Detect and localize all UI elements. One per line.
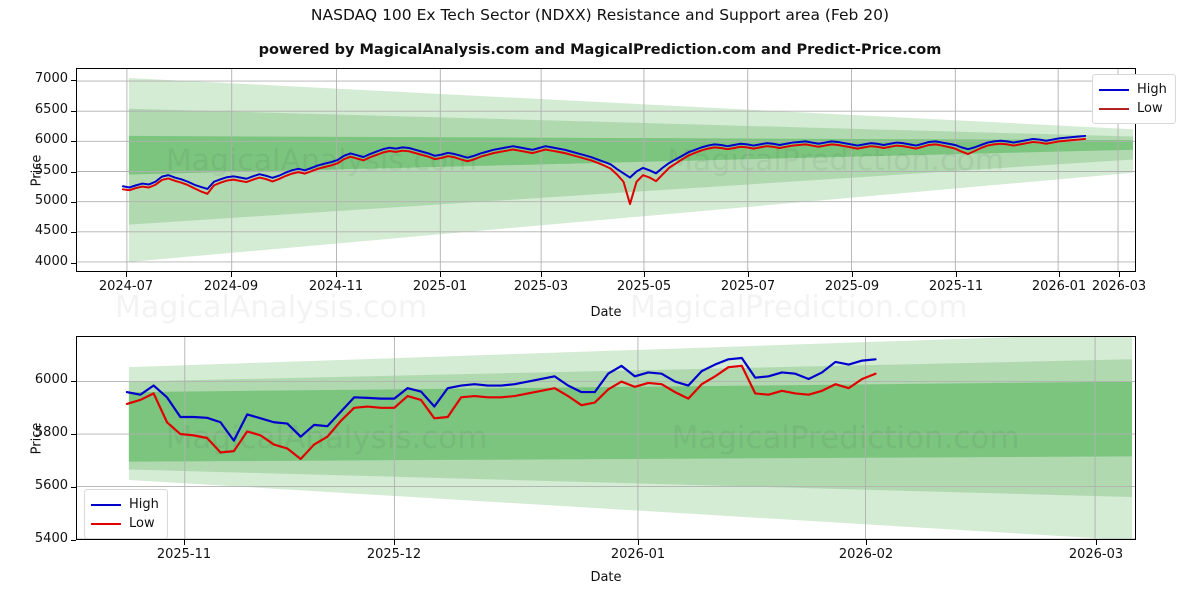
x-tick-mark xyxy=(440,272,441,277)
y-tick-label: 5500 xyxy=(34,162,68,178)
x-tick-label: 2025-01 xyxy=(412,279,468,294)
y-tick-label: 5800 xyxy=(34,425,68,441)
y-tick-mark xyxy=(71,487,76,488)
y-tick-label: 4500 xyxy=(34,223,68,239)
legend-item-low[interactable]: Low xyxy=(1099,99,1167,118)
x-tick-mark xyxy=(644,272,645,277)
y-tick-mark xyxy=(71,201,76,203)
x-tick-mark xyxy=(1096,540,1097,545)
y-tick-mark xyxy=(71,434,76,436)
legend-swatch-low-detail xyxy=(91,522,121,525)
y-tick-label: 6500 xyxy=(34,101,68,117)
x-tick-label: 2025-12 xyxy=(366,547,422,562)
y-tick-label: 5000 xyxy=(34,192,68,208)
x-tick-label: 2025-03 xyxy=(513,279,569,294)
y-tick-mark xyxy=(71,141,76,143)
legend-swatch-high-detail xyxy=(91,503,121,506)
legend-label-low: Low xyxy=(1137,101,1163,116)
x-tick-label: 2026-02 xyxy=(838,547,894,562)
x-tick-label: 2025-11 xyxy=(928,279,984,294)
x-tick-mark xyxy=(336,272,337,277)
y-tick-mark xyxy=(71,540,76,541)
y-tick-mark xyxy=(71,110,76,112)
legend-label-high-detail: High xyxy=(129,497,159,512)
y-axis-label-detail: Price xyxy=(29,422,45,455)
y-tick-label: 6000 xyxy=(34,132,68,148)
y-tick-mark xyxy=(71,262,76,264)
page-title: NASDAQ 100 Ex Tech Sector (NDXX) Resista… xyxy=(310,6,890,24)
x-tick-mark xyxy=(541,272,542,277)
x-tick-label: 2025-09 xyxy=(824,279,880,294)
x-tick-label: 2024-11 xyxy=(308,279,364,294)
legend-item-high-detail[interactable]: High xyxy=(91,495,159,514)
legend-item-low-detail[interactable]: Low xyxy=(91,514,159,533)
x-tick-mark xyxy=(956,272,957,277)
svg-text:MagicalAnalysis.com: MagicalAnalysis.com xyxy=(166,143,477,178)
x-tick-label: 2026-01 xyxy=(1031,279,1087,294)
legend-swatch-low xyxy=(1099,107,1129,110)
plot-area-overview: MagicalAnalysis.com MagicalPrediction.com xyxy=(76,68,1136,272)
x-tick-label: 2024-07 xyxy=(98,279,154,294)
x-tick-mark xyxy=(184,540,185,545)
x-axis-label-overview: Date xyxy=(590,305,622,320)
y-tick-mark xyxy=(71,80,76,82)
plot-canvas-detail: MagicalAnalysis.com MagicalPrediction.com xyxy=(77,337,1135,539)
x-tick-mark xyxy=(394,540,395,545)
y-tick-label: 6000 xyxy=(34,372,68,388)
legend-overview[interactable]: High Low xyxy=(1092,74,1176,124)
svg-text:MagicalPrediction.com: MagicalPrediction.com xyxy=(672,420,1020,456)
legend-label-low-detail: Low xyxy=(129,516,155,531)
x-tick-mark xyxy=(231,272,232,277)
y-axis-label-overview: Price xyxy=(29,154,45,187)
y-tick-label: 4000 xyxy=(34,253,68,269)
x-tick-mark xyxy=(638,540,639,545)
x-tick-mark xyxy=(852,272,853,277)
x-axis-label-detail: Date xyxy=(590,570,622,585)
plot-canvas-overview: MagicalAnalysis.com MagicalPrediction.com xyxy=(77,69,1135,271)
y-tick-mark xyxy=(71,381,76,383)
y-tick-mark xyxy=(71,171,76,173)
x-tick-label: 2025-07 xyxy=(720,279,776,294)
y-tick-mark xyxy=(71,232,76,234)
x-tick-label: 2024-09 xyxy=(203,279,259,294)
plot-area-detail: MagicalAnalysis.com MagicalPrediction.com xyxy=(76,336,1136,540)
page-subtitle: powered by MagicalAnalysis.com and Magic… xyxy=(258,42,942,58)
legend-swatch-high xyxy=(1099,88,1129,91)
x-tick-label: 2025-11 xyxy=(156,547,212,562)
x-tick-label: 2026-01 xyxy=(610,547,666,562)
x-tick-label: 2026-03 xyxy=(1091,279,1147,294)
x-tick-mark xyxy=(748,272,749,277)
x-tick-label: 2025-05 xyxy=(616,279,672,294)
chart-panel-detail: MagicalAnalysis.com MagicalPrediction.com xyxy=(76,336,1136,540)
x-tick-label: 2026-03 xyxy=(1068,547,1124,562)
x-tick-mark xyxy=(866,540,867,545)
y-tick-label: 7000 xyxy=(34,71,68,87)
legend-item-high[interactable]: High xyxy=(1099,80,1167,99)
legend-label-high: High xyxy=(1137,82,1167,97)
y-tick-label: 5600 xyxy=(34,478,68,493)
y-tick-label: 5400 xyxy=(34,531,68,546)
x-tick-mark xyxy=(126,272,127,277)
chart-panel-overview: MagicalAnalysis.com MagicalPrediction.com xyxy=(76,68,1136,272)
legend-detail[interactable]: High Low xyxy=(84,489,168,539)
x-tick-mark xyxy=(1119,272,1120,277)
x-tick-mark xyxy=(1059,272,1060,277)
